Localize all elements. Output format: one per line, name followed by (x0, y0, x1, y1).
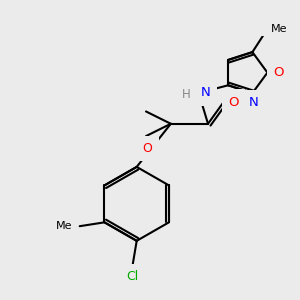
Text: H: H (182, 88, 191, 101)
Text: O: O (274, 66, 284, 79)
Text: N: N (249, 96, 259, 109)
Text: Cl: Cl (127, 270, 139, 283)
Text: Me: Me (271, 24, 287, 34)
Text: Me: Me (56, 221, 72, 231)
Text: O: O (228, 96, 239, 109)
Text: O: O (142, 142, 152, 155)
Text: N: N (200, 86, 210, 100)
